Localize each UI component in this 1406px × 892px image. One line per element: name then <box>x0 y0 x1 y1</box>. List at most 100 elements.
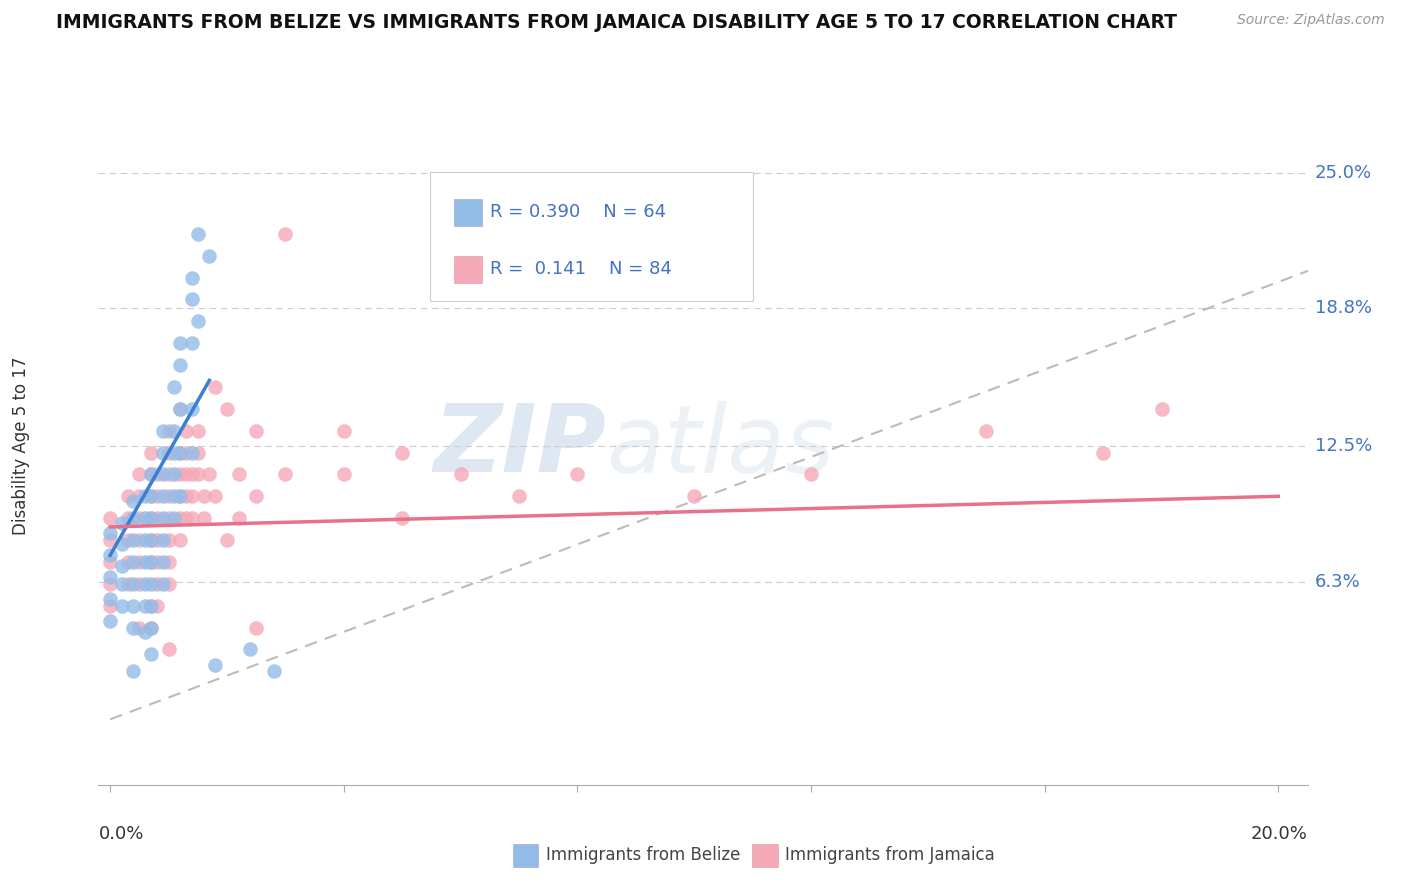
Point <box>163 467 186 482</box>
Text: 18.8%: 18.8% <box>1315 299 1372 318</box>
Point <box>169 533 191 547</box>
Point <box>204 380 226 394</box>
Point <box>152 533 174 547</box>
Point <box>274 467 297 482</box>
Point <box>146 533 169 547</box>
Point <box>169 511 191 525</box>
Point <box>193 511 215 525</box>
Point <box>228 511 250 525</box>
Point <box>139 576 162 591</box>
Point <box>180 467 202 482</box>
Point <box>128 576 150 591</box>
Point <box>128 555 150 569</box>
Point <box>98 599 121 613</box>
Point <box>163 511 186 525</box>
Text: atlas: atlas <box>606 401 835 491</box>
Point <box>174 424 197 438</box>
Point <box>187 314 209 328</box>
Point <box>567 467 589 482</box>
Point <box>134 489 156 503</box>
Point <box>169 336 191 351</box>
Point <box>974 424 997 438</box>
Point <box>139 445 162 459</box>
Point <box>508 489 530 503</box>
Point <box>215 401 238 416</box>
Point <box>98 592 121 607</box>
Point <box>98 549 121 563</box>
Text: 6.3%: 6.3% <box>1315 573 1361 591</box>
Point <box>139 599 162 613</box>
Point <box>139 511 162 525</box>
Text: 25.0%: 25.0% <box>1315 163 1372 182</box>
Text: 20.0%: 20.0% <box>1251 825 1308 843</box>
Point <box>139 620 162 634</box>
Point <box>122 533 145 547</box>
Point <box>111 537 134 551</box>
Point <box>163 424 186 438</box>
Point <box>139 555 162 569</box>
Point <box>169 489 191 503</box>
Point <box>117 576 139 591</box>
Point <box>169 401 191 416</box>
Point <box>98 511 121 525</box>
Point <box>122 576 145 591</box>
Text: 12.5%: 12.5% <box>1315 437 1372 455</box>
Point <box>239 642 262 657</box>
Point <box>174 467 197 482</box>
Point <box>263 665 285 679</box>
Point <box>128 620 150 634</box>
Point <box>98 570 121 584</box>
Point <box>245 620 267 634</box>
Point <box>134 599 156 613</box>
Point <box>139 599 162 613</box>
Point <box>134 533 156 547</box>
Point <box>128 533 150 547</box>
Point <box>180 445 202 459</box>
Point <box>169 401 191 416</box>
Point <box>180 511 202 525</box>
Point <box>198 249 221 263</box>
Point <box>122 665 145 679</box>
Text: 0.0%: 0.0% <box>98 825 143 843</box>
Point <box>122 555 145 569</box>
Point <box>98 614 121 628</box>
Point <box>180 270 202 285</box>
Text: ZIP: ZIP <box>433 400 606 492</box>
Point <box>122 511 145 525</box>
Point <box>139 533 162 547</box>
Point <box>391 511 413 525</box>
Point <box>128 489 150 503</box>
Point <box>111 559 134 574</box>
Point <box>1150 401 1173 416</box>
Point <box>215 533 238 547</box>
Point <box>139 511 162 525</box>
Point <box>139 467 162 482</box>
Point <box>139 647 162 661</box>
Point <box>683 489 706 503</box>
Point <box>98 526 121 541</box>
Point <box>111 599 134 613</box>
Point <box>134 511 156 525</box>
Point <box>157 445 180 459</box>
Point <box>146 489 169 503</box>
Point <box>204 657 226 672</box>
Point <box>98 555 121 569</box>
Point <box>152 424 174 438</box>
Point <box>139 620 162 634</box>
Point <box>174 445 197 459</box>
Point <box>157 533 180 547</box>
Point <box>332 424 354 438</box>
Point <box>128 467 150 482</box>
Point <box>152 511 174 525</box>
Point <box>800 467 823 482</box>
Point <box>117 511 139 525</box>
Point <box>98 576 121 591</box>
Point <box>1092 445 1115 459</box>
Point <box>274 227 297 241</box>
Point <box>180 336 202 351</box>
Point <box>157 511 180 525</box>
Point <box>187 227 209 241</box>
Point <box>152 576 174 591</box>
Point <box>245 489 267 503</box>
Point <box>122 599 145 613</box>
